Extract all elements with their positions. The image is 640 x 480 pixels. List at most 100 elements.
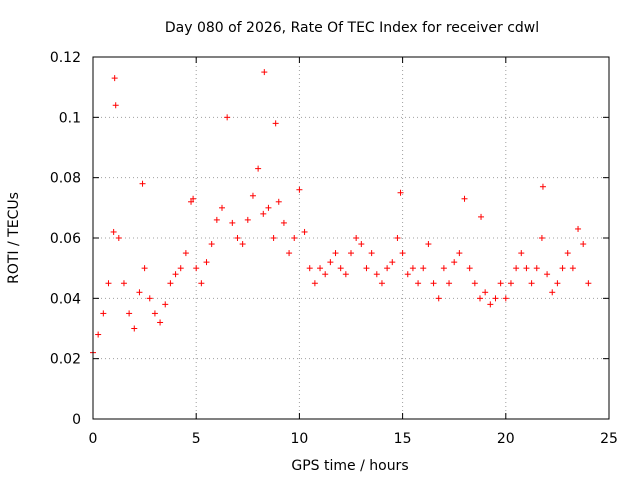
data-point — [559, 265, 566, 272]
axis-ticks: 0 5 10 15 20 25 0 0.02 0.04 0.06 0.08 0.1 0.12 — [50, 50, 618, 447]
y-axis-label: ROTI / TECUs — [6, 192, 22, 284]
x-tick-label: 5 — [192, 431, 201, 447]
data-point — [208, 241, 215, 248]
data-point — [190, 195, 197, 202]
data-point — [146, 295, 153, 302]
data-point — [487, 301, 494, 308]
data-point — [244, 216, 251, 223]
data-point — [296, 186, 303, 193]
data-point — [409, 265, 416, 272]
data-point — [415, 280, 422, 287]
data-point — [397, 189, 404, 196]
data-point — [513, 265, 520, 272]
data-point — [270, 235, 277, 241]
data-point — [255, 165, 262, 172]
data-point — [544, 271, 551, 278]
data-point — [353, 235, 360, 241]
data-point — [110, 228, 117, 235]
x-axis-label: GPS time / hours — [291, 458, 408, 474]
data-point — [327, 259, 334, 266]
data-point — [167, 280, 174, 287]
y-tick-label: 0.12 — [50, 50, 81, 66]
data-point — [115, 235, 122, 241]
data-point — [337, 265, 344, 272]
y-tick-label: 0.02 — [50, 352, 81, 368]
plot-frame — [92, 56, 610, 420]
data-point — [539, 183, 546, 190]
data-point — [249, 192, 256, 199]
data-point — [363, 265, 370, 272]
data-point — [378, 280, 385, 287]
data-point — [518, 250, 525, 257]
y-tick-label: 0.06 — [50, 231, 81, 247]
data-point — [373, 271, 380, 278]
data-point — [461, 195, 468, 202]
data-point — [306, 265, 313, 272]
y-tick-label: 0.04 — [50, 291, 81, 307]
data-point — [224, 114, 231, 121]
data-point — [162, 301, 169, 308]
data-point — [507, 280, 514, 287]
data-point — [342, 271, 349, 278]
data-point — [275, 198, 282, 205]
data-point — [549, 289, 556, 296]
data-point — [126, 310, 133, 317]
data-point — [151, 310, 158, 317]
data-point — [554, 280, 561, 287]
data-point — [112, 102, 119, 109]
data-point — [456, 250, 463, 257]
data-point — [219, 204, 225, 211]
data-point — [265, 204, 272, 211]
data-point — [502, 295, 509, 302]
data-point — [404, 271, 411, 278]
data-point — [95, 331, 102, 338]
data-point — [193, 265, 200, 272]
data-point — [100, 310, 107, 317]
data-point — [575, 225, 582, 232]
data-point — [389, 259, 396, 266]
chart-title: Day 080 of 2026, Rate Of TEC Index for r… — [165, 20, 539, 36]
data-point — [141, 265, 148, 272]
data-point — [322, 271, 329, 278]
data-point — [301, 228, 308, 235]
grid-lines — [93, 57, 609, 419]
x-tick-label: 0 — [89, 431, 98, 447]
data-point — [466, 265, 473, 272]
data-point — [177, 265, 184, 272]
data-point — [528, 280, 535, 287]
data-point — [477, 295, 483, 302]
data-point — [585, 280, 592, 287]
y-tick-label: 0.1 — [59, 110, 81, 126]
data-point — [203, 259, 210, 266]
data-point — [286, 250, 293, 257]
data-point — [384, 265, 391, 272]
data-point — [239, 241, 246, 248]
x-tick-label: 20 — [497, 431, 515, 447]
data-point — [358, 241, 365, 248]
data-point — [394, 235, 401, 241]
data-point — [435, 295, 442, 302]
data-point — [172, 271, 179, 278]
data-point — [425, 241, 432, 248]
data-point — [136, 289, 143, 296]
data-point — [569, 265, 576, 272]
data-point — [430, 280, 437, 287]
data-point — [471, 280, 478, 287]
data-point — [399, 250, 406, 257]
y-tick-label: 0 — [72, 412, 81, 428]
data-point — [317, 265, 324, 272]
data-point — [188, 198, 195, 205]
data-point — [157, 319, 164, 326]
data-point — [198, 280, 205, 287]
data-point — [482, 289, 489, 296]
data-point — [120, 280, 127, 287]
data-point — [261, 69, 268, 76]
data-point — [229, 219, 236, 226]
data-point — [105, 280, 112, 287]
data-point — [580, 241, 587, 248]
data-point — [497, 280, 504, 287]
data-point — [260, 210, 267, 217]
data-point — [446, 280, 453, 287]
data-point — [564, 250, 571, 257]
